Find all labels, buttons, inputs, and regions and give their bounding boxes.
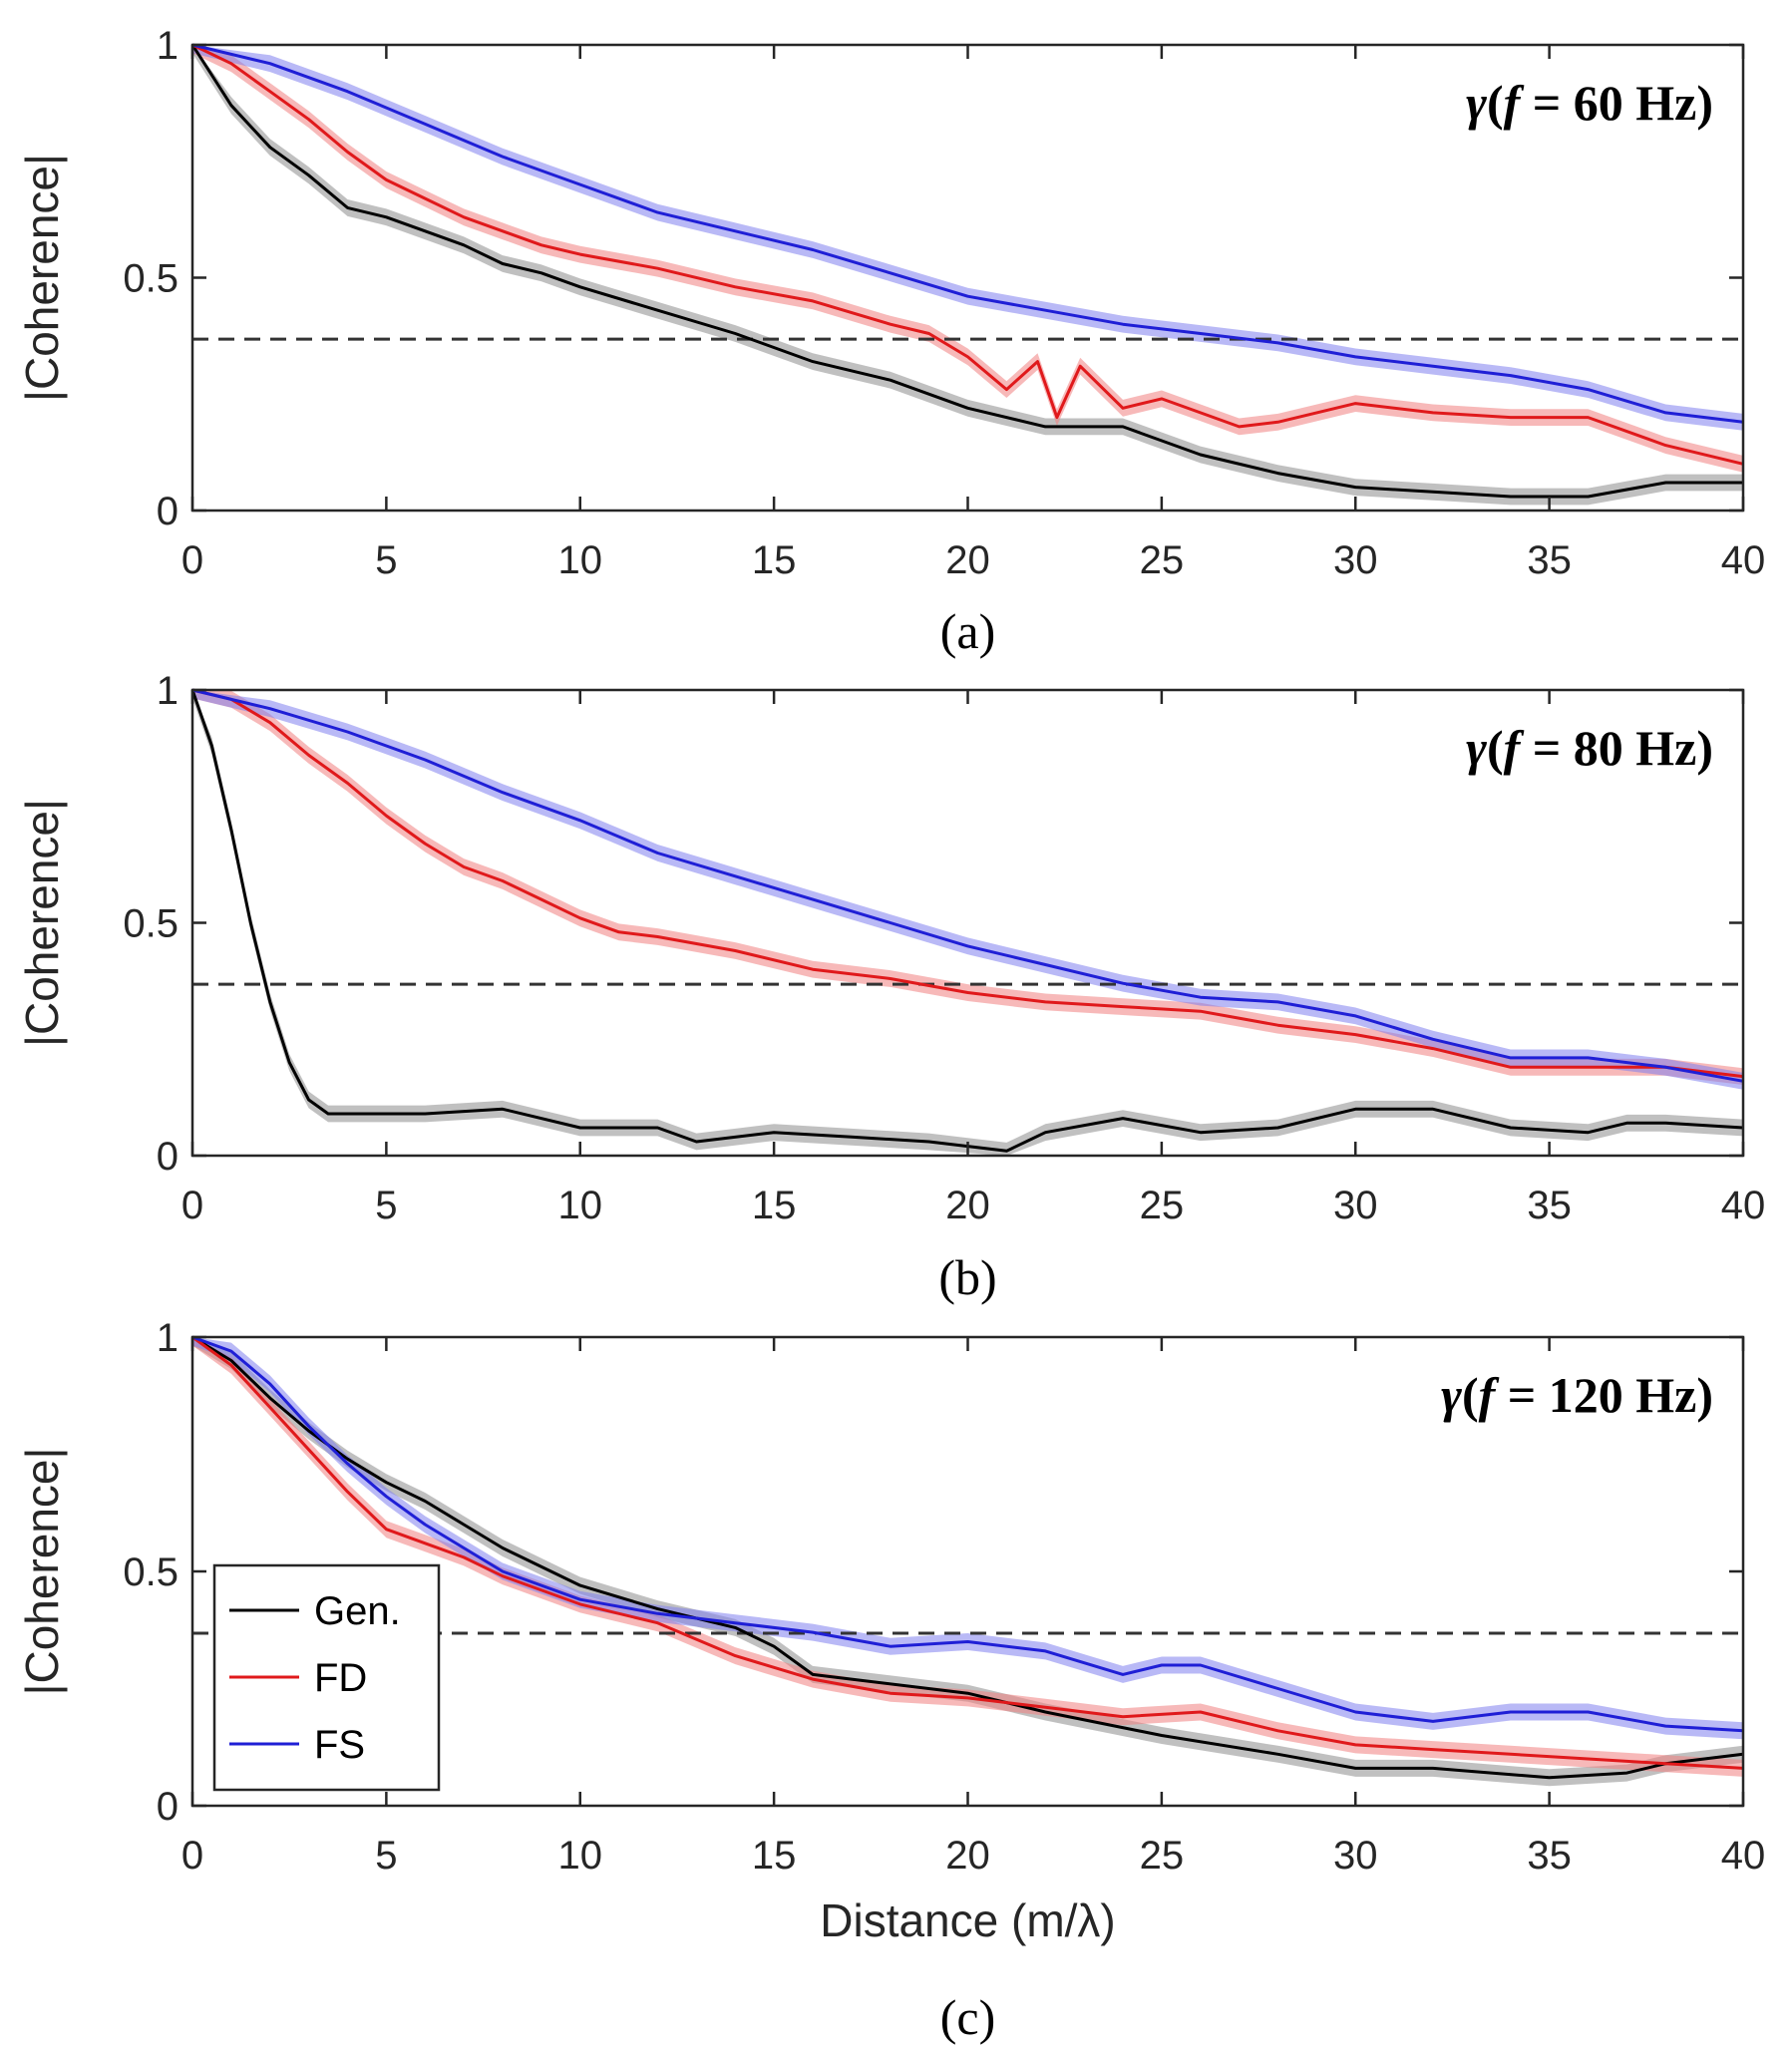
x-tick-label: 15 <box>752 1184 797 1227</box>
x-tick-label: 40 <box>1721 538 1766 582</box>
annotation-var: f <box>1504 75 1525 131</box>
panel-2: 0 5 10 15 20 25 30 35 40 0 0.5 1 |Coherence| (b) γ(f =… <box>16 669 1765 1305</box>
annotation-symbol: γ <box>1441 1367 1462 1423</box>
series-line-gen <box>191 1335 1744 1780</box>
series-line-fs <box>191 43 1744 424</box>
y-tick-label: 1 <box>157 1316 179 1360</box>
x-axis-label: Distance (m/λ) <box>820 1894 1115 1946</box>
annotation-open: ( <box>1487 720 1504 776</box>
plot-area <box>192 1337 1743 1806</box>
x-tick-label: 10 <box>558 1184 603 1227</box>
annotation-symbol: γ <box>1466 75 1487 131</box>
x-tick-label: 35 <box>1527 538 1572 582</box>
x-tick-label: 10 <box>558 538 603 582</box>
x-tick-label: 25 <box>1140 1834 1185 1878</box>
x-tick-label: 25 <box>1140 1184 1185 1227</box>
series-line-fs <box>191 688 1744 1083</box>
band-gen <box>192 45 1743 506</box>
band-fd <box>192 690 1743 1085</box>
y-tick-label: 0.5 <box>123 1550 179 1594</box>
series-line-fs <box>191 1335 1744 1733</box>
frequency-annotation: γ(f = 60 Hz) <box>1466 75 1713 131</box>
x-tick-label: 30 <box>1333 1184 1378 1227</box>
annotation-rest: = 60 Hz) <box>1520 75 1713 131</box>
x-tick-label: 25 <box>1140 538 1185 582</box>
series-line-fd <box>191 1335 1744 1770</box>
x-tick-label: 30 <box>1333 1834 1378 1878</box>
y-tick-label: 0.5 <box>123 257 179 301</box>
x-tick-label: 20 <box>945 538 990 582</box>
x-tick-label: 0 <box>181 1834 203 1878</box>
x-tick-label: 20 <box>945 1184 990 1227</box>
y-tick-label: 0 <box>157 1785 179 1829</box>
x-tick-label: 10 <box>558 1834 603 1878</box>
y-tick-label: 1 <box>157 24 179 68</box>
y-tick-label: 1 <box>157 669 179 713</box>
y-axis-label: |Coherence| <box>16 154 68 402</box>
x-tick-label: 40 <box>1721 1834 1766 1878</box>
x-tick-label: 5 <box>375 1834 397 1878</box>
panel-label: (a) <box>940 603 996 659</box>
x-tick-label: 5 <box>375 1184 397 1227</box>
x-tick-label: 15 <box>752 1834 797 1878</box>
y-tick-label: 0 <box>157 490 179 533</box>
legend-label-fd: FD <box>314 1656 367 1700</box>
x-tick-label: 40 <box>1721 1184 1766 1227</box>
panel-1: 0 5 10 15 20 25 30 35 40 0 0.5 1 |Coherence| (a) γ(f =… <box>16 24 1765 659</box>
annotation-var: f <box>1504 720 1525 776</box>
annotation-open: ( <box>1487 75 1504 131</box>
annotation-var: f <box>1479 1367 1500 1423</box>
x-tick-label: 15 <box>752 538 797 582</box>
x-tick-label: 5 <box>375 538 397 582</box>
x-tick-label: 35 <box>1527 1834 1572 1878</box>
y-axis-label: |Coherence| <box>16 1448 68 1696</box>
annotation-rest: = 120 Hz) <box>1495 1367 1713 1423</box>
legend-label-fs: FS <box>314 1723 365 1767</box>
annotation-symbol: γ <box>1466 720 1487 776</box>
band-fs <box>192 45 1743 431</box>
panel-label: (c) <box>940 1989 996 2045</box>
y-axis-label: |Coherence| <box>16 799 68 1047</box>
legend: Gen. FD FS <box>212 1563 441 1792</box>
series-line-fd <box>191 43 1744 466</box>
series-line-gen <box>190 44 1743 499</box>
x-tick-label: 30 <box>1333 538 1378 582</box>
series-line-fd <box>191 688 1744 1079</box>
band-gen <box>192 690 1743 1156</box>
annotation-rest: = 80 Hz) <box>1520 720 1713 776</box>
panel-label: (b) <box>938 1249 996 1305</box>
x-tick-label: 0 <box>181 538 203 582</box>
y-tick-label: 0.5 <box>123 902 179 946</box>
x-tick-label: 35 <box>1527 1184 1572 1227</box>
annotation-open: ( <box>1462 1367 1479 1423</box>
band-fs <box>192 690 1743 1090</box>
series-line-gen <box>190 689 1744 1153</box>
frequency-annotation: γ(f = 120 Hz) <box>1441 1367 1713 1423</box>
panel-3: 0 5 10 15 20 25 30 35 40 0 0.5 1 |Coherence| Distance… <box>16 1316 1765 2045</box>
frequency-annotation: γ(f = 80 Hz) <box>1466 720 1713 776</box>
y-tick-label: 0 <box>157 1135 179 1179</box>
legend-label-gen: Gen. <box>314 1589 401 1633</box>
plot-area <box>192 45 1743 511</box>
x-tick-label: 0 <box>181 1184 203 1227</box>
x-tick-label: 20 <box>945 1834 990 1878</box>
